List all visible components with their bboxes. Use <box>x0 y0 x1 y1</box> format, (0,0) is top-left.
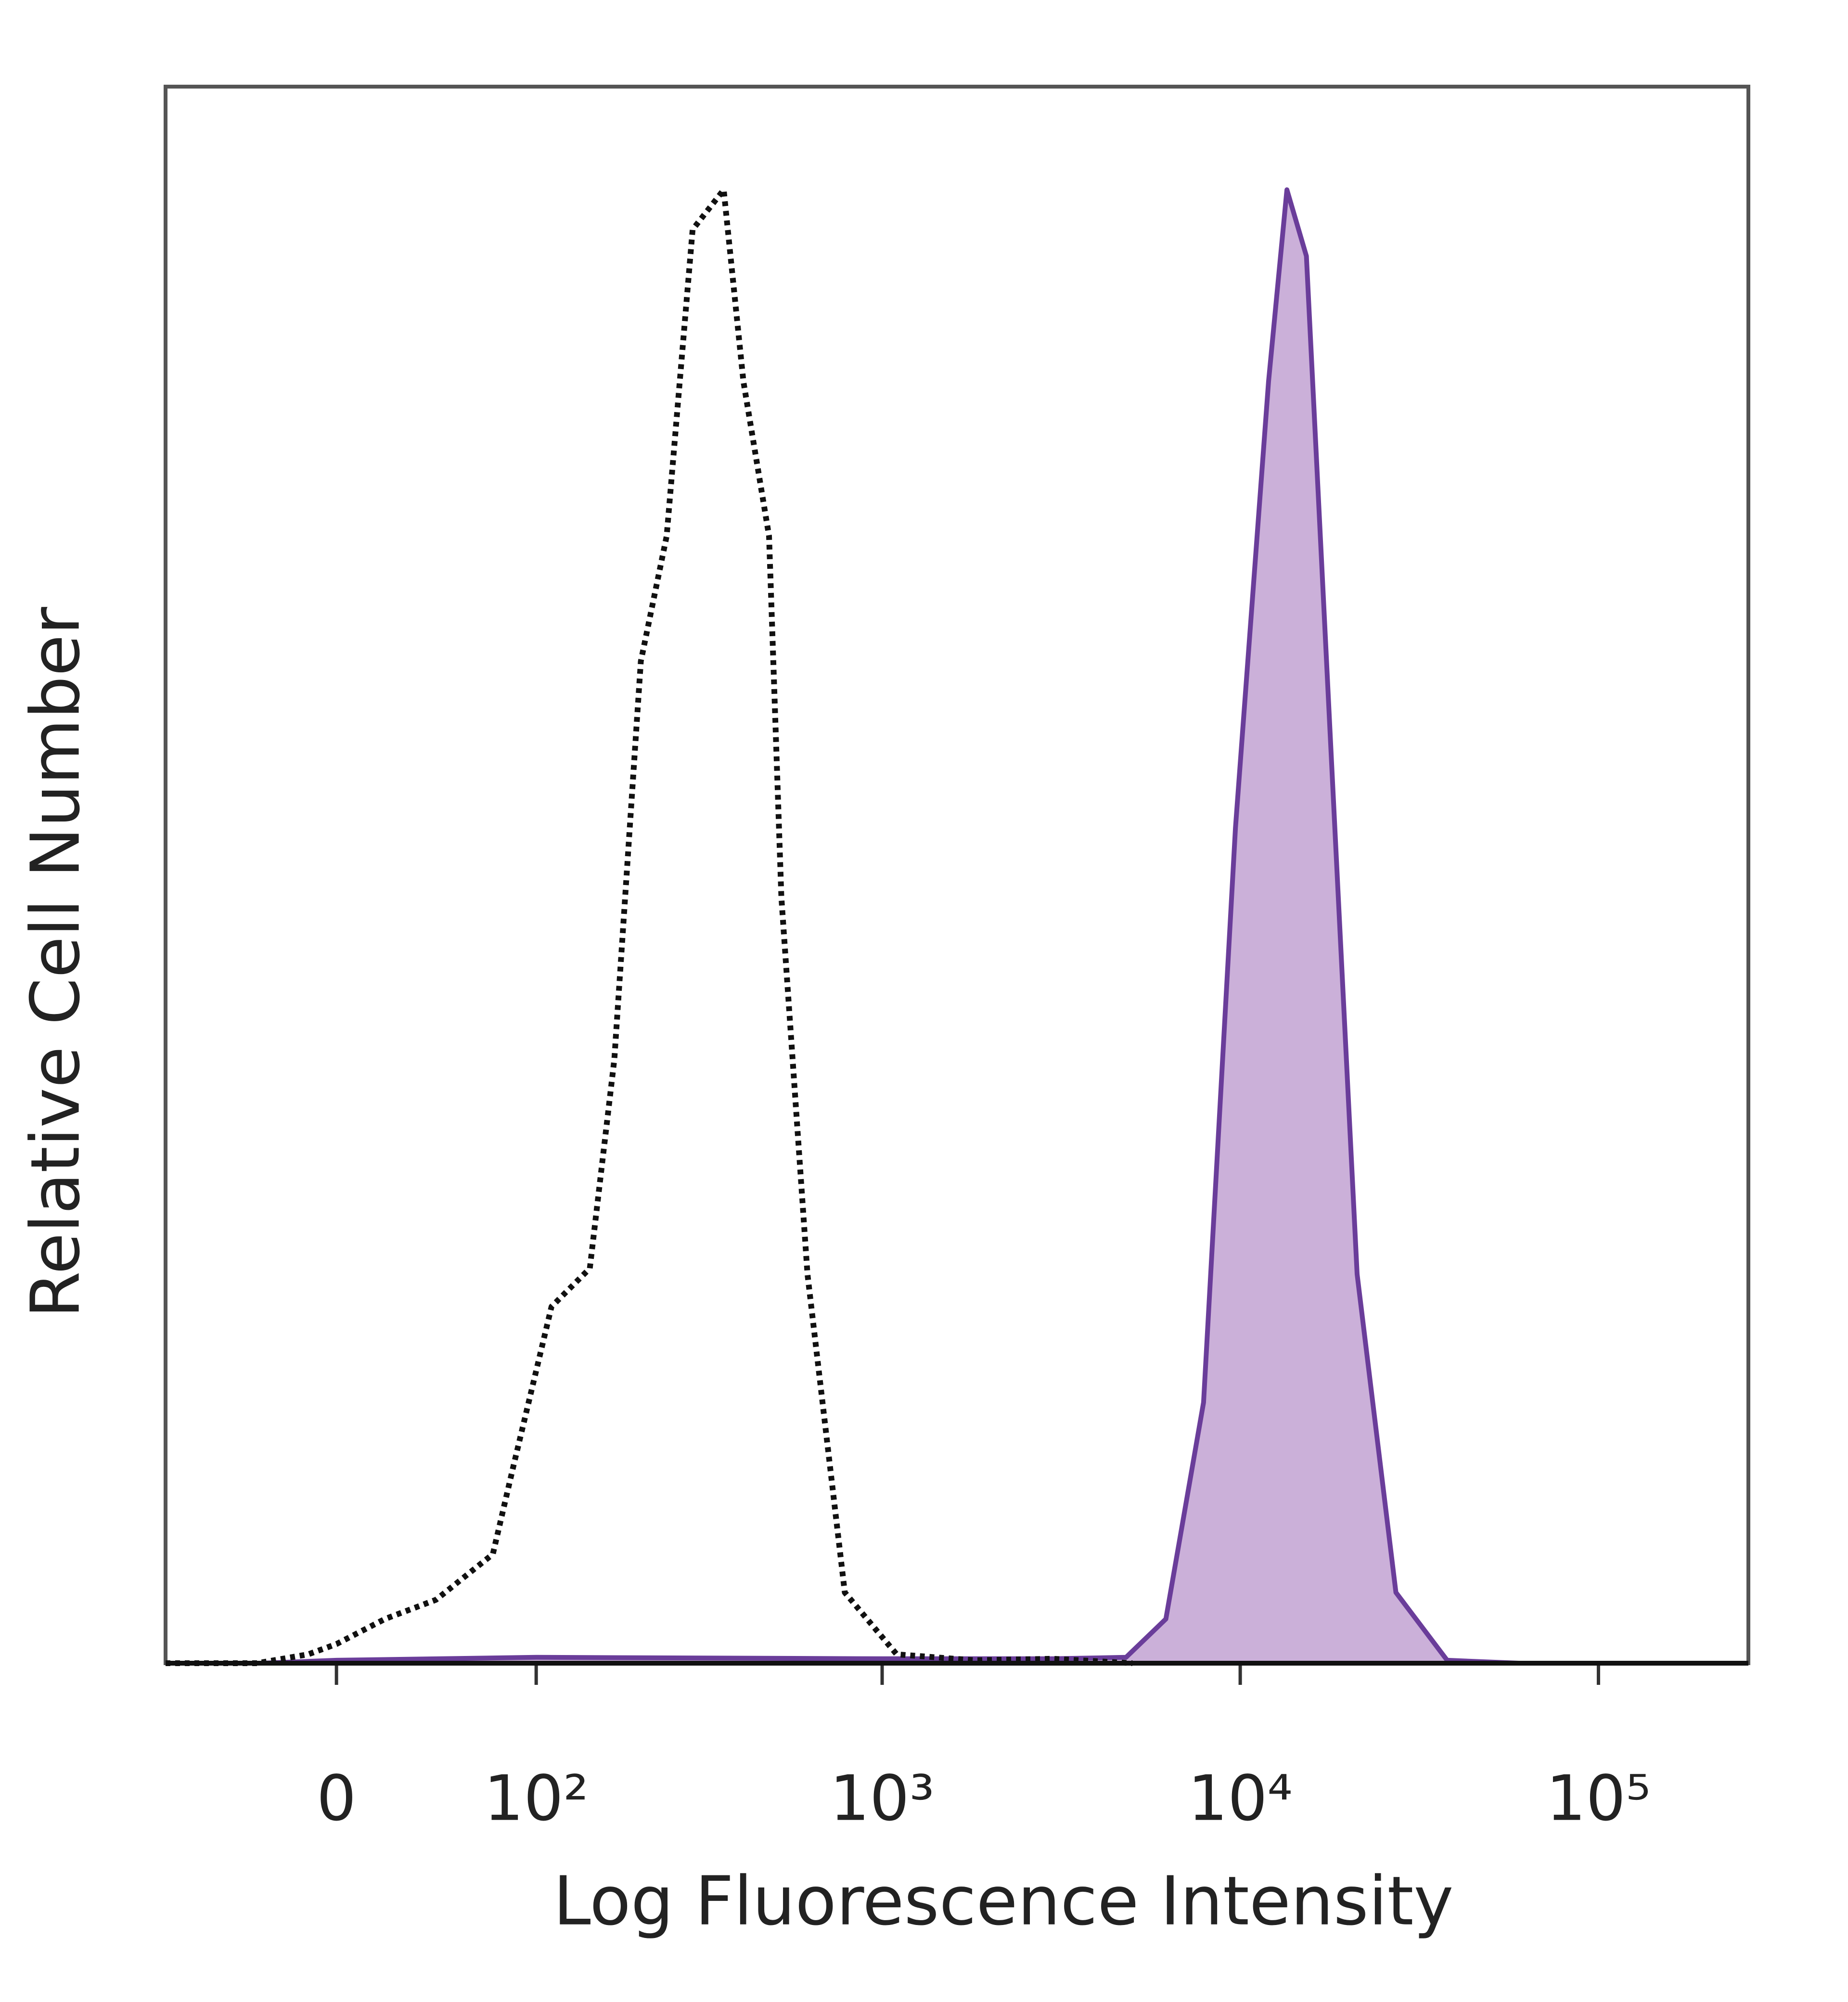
x-tick-label: 0 <box>317 1762 357 1835</box>
x-axis-title: Log Fluorescence Intensity <box>553 1862 1454 1941</box>
histogram-line <box>166 187 1748 1666</box>
area <box>166 190 1748 1663</box>
x-tick-label: 10⁵ <box>1546 1762 1651 1835</box>
y-axis-title: Relative Cell Number <box>17 607 95 1318</box>
plot-frame <box>164 85 1750 1665</box>
x-tick-label: 10² <box>484 1762 589 1835</box>
x-tick-label: 10³ <box>830 1762 935 1835</box>
x-tick-label: 10⁴ <box>1188 1762 1293 1835</box>
